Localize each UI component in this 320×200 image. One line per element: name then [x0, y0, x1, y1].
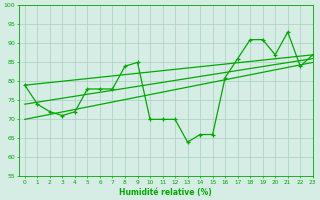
- X-axis label: Humidité relative (%): Humidité relative (%): [119, 188, 212, 197]
